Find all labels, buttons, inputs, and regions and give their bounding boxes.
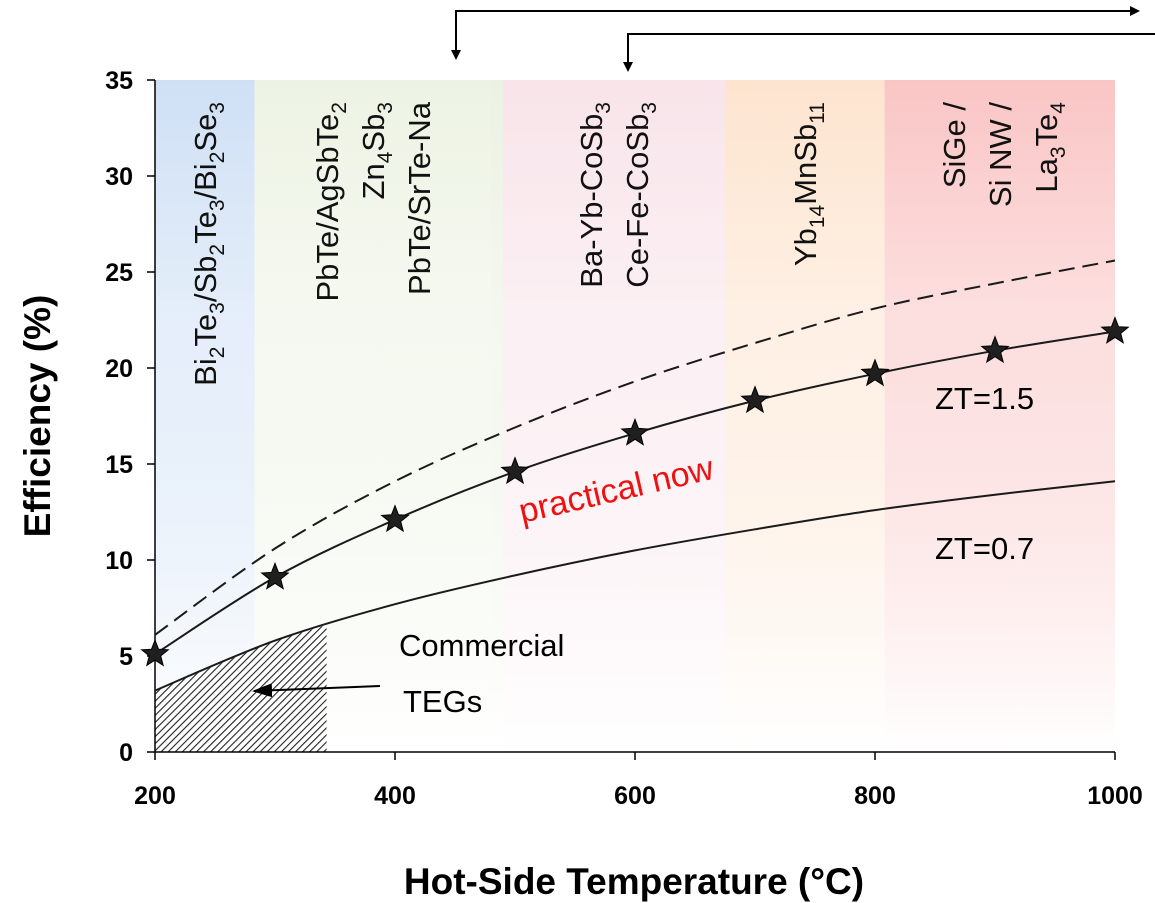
y-tick-label: 0 (119, 739, 133, 767)
y-axis-title: Efficiency (%) (17, 295, 58, 538)
label-text: Te (1029, 114, 1064, 147)
label-text: /Bi (188, 163, 223, 199)
y-tick-label: 10 (105, 547, 133, 575)
subscript: 3 (1047, 146, 1070, 158)
label-text: Se (188, 114, 223, 152)
star-marker-500 (500, 456, 530, 485)
subscript: 14 (806, 204, 829, 228)
band-5-label-1: Si NW / (983, 102, 1018, 207)
band-4 (725, 80, 885, 752)
band-1-label-2: PbTe/SrTe-Na (402, 101, 437, 295)
axes: 0 5 10 15 20 25 30 35 200 400 600 800 1000 (105, 67, 1143, 810)
label-text: PbTe/SrTe-Na (402, 101, 437, 295)
y-tick-label: 15 (105, 451, 133, 479)
label-text: Te (188, 314, 223, 347)
band-5 (884, 80, 1115, 752)
subscript: 3 (206, 302, 229, 314)
label-text: Bi (188, 358, 223, 386)
subscript: 2 (206, 347, 229, 359)
x-tick-label: 200 (134, 782, 176, 810)
star-marker-900 (980, 335, 1010, 364)
x-tick-label: 600 (614, 782, 656, 810)
hatched-area (155, 625, 327, 752)
band-3 (503, 80, 725, 752)
series-line-0 (154, 259, 1116, 636)
band-0 (155, 80, 255, 752)
material-bands (155, 80, 1115, 752)
top-connector-arrows (451, 6, 1155, 72)
band-4-label-0: Yb14MnSb11 (788, 102, 829, 266)
subscript: 3 (206, 102, 229, 114)
band-3-label-0: Ba-Yb-CoSb3 (574, 102, 615, 288)
star-marker-200 (140, 638, 170, 667)
subscript: 3 (592, 102, 615, 114)
connector-arrow-inner (627, 33, 1155, 68)
x-axis-title: Hot-Side Temperature (°C) (404, 861, 864, 902)
x-tick-label: 800 (854, 782, 896, 810)
label-text: Zn (356, 163, 391, 199)
y-tick-label: 30 (105, 163, 133, 191)
x-tick-label: 400 (374, 782, 416, 810)
band-1-label-0: PbTe/AgSbTe2 (310, 102, 351, 302)
band-5-label-0: SiGe / (937, 102, 972, 189)
label-text: Yb (788, 228, 823, 266)
subscript: 4 (374, 151, 397, 163)
band-2 (491, 80, 503, 752)
label-text: SiGe / (937, 102, 972, 189)
commercial-arrow (252, 683, 381, 698)
label-text: Si NW / (983, 102, 1018, 207)
y-tick-label: 20 (105, 355, 133, 383)
subscript: 2 (206, 244, 229, 256)
y-tick-label: 25 (105, 259, 133, 287)
subscript: 2 (206, 152, 229, 164)
subscript: 3 (638, 102, 661, 114)
label-text: PbTe/AgSbTe (310, 114, 345, 302)
star-markers (140, 316, 1130, 667)
commercial-label-line1: Commercial (399, 628, 564, 663)
label-text: Ce-Fe-CoSb (620, 114, 655, 288)
star-marker-1000 (1100, 316, 1130, 344)
band-5-label-2: La3Te4 (1029, 102, 1070, 193)
star-marker-300 (260, 561, 290, 590)
subscript: 3 (374, 102, 397, 114)
star-marker-700 (740, 385, 770, 414)
band-0-label-0: Bi2Te3/Sb2Te3/Bi2Se3 (188, 102, 229, 386)
label-text: MnSb (788, 124, 823, 205)
star-marker-600 (620, 417, 650, 446)
subscript: 2 (328, 102, 351, 114)
label-zt-1-5: ZT=1.5 (935, 381, 1034, 416)
commercial-teg-region (155, 625, 327, 752)
label-text: Sb (356, 114, 391, 152)
y-tick-label: 5 (119, 643, 133, 671)
x-tick-label: 1000 (1087, 782, 1143, 810)
star-marker-800 (860, 358, 890, 387)
y-tick-label: 35 (105, 67, 133, 95)
label-text: La (1029, 157, 1064, 192)
subscript: 4 (1047, 102, 1070, 114)
label-text: Te (188, 211, 223, 244)
band-3-label-1: Ce-Fe-CoSb3 (620, 102, 661, 288)
label-text: Ba-Yb-CoSb (574, 114, 609, 288)
label-zt-0-7: ZT=0.7 (935, 531, 1034, 566)
band-1-label-1: Zn4Sb3 (356, 102, 397, 199)
star-marker-400 (380, 504, 410, 533)
subscript: 3 (206, 199, 229, 211)
series-line-2 (154, 480, 1116, 692)
commercial-label-line2: TEGs (403, 684, 482, 719)
label-text: /Sb (188, 256, 223, 303)
subscript: 11 (806, 102, 829, 124)
